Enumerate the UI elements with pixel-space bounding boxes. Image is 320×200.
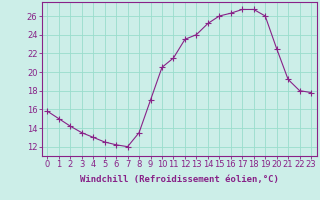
X-axis label: Windchill (Refroidissement éolien,°C): Windchill (Refroidissement éolien,°C) [80, 175, 279, 184]
